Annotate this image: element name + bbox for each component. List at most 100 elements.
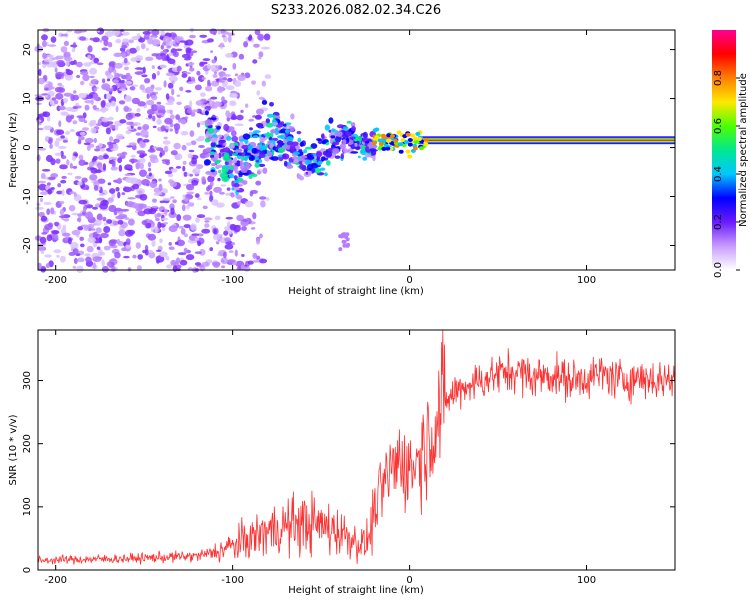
noise-blob: [187, 81, 195, 84]
scatter-blob: [266, 132, 270, 138]
noise-blob: [170, 208, 174, 215]
noise-blob: [124, 174, 131, 176]
noise-blob: [104, 223, 108, 226]
noise-blob: [137, 126, 142, 130]
noise-blob: [234, 225, 241, 232]
noise-blob: [77, 226, 83, 230]
noise-blob: [83, 62, 91, 66]
scatter-blob: [233, 150, 241, 153]
noise-blob: [63, 98, 68, 103]
spectrogram-y-label: Frequency (Hz): [8, 112, 19, 188]
noise-blob: [152, 39, 161, 46]
noise-blob: [113, 79, 119, 83]
noise-blob: [158, 179, 162, 182]
noise-blob: [169, 246, 175, 250]
noise-blob: [51, 36, 57, 43]
noise-blob: [199, 62, 204, 67]
scatter-blob: [211, 163, 215, 166]
noise-blob: [103, 226, 110, 233]
noise-blob: [165, 171, 173, 175]
noise-blob: [261, 47, 270, 50]
noise-blob: [220, 184, 226, 186]
scatter-blob: [272, 122, 278, 125]
noise-blob: [189, 67, 194, 71]
scatter-blob: [297, 131, 302, 134]
noise-blob: [126, 122, 133, 126]
line-blob: [404, 140, 409, 144]
noise-blob: [209, 247, 213, 251]
noise-blob: [115, 63, 123, 69]
line-blob: [372, 141, 377, 145]
noise-blob: [189, 174, 193, 177]
scatter-blob: [218, 170, 221, 173]
noise-blob: [252, 212, 256, 219]
noise-blob: [117, 178, 121, 184]
noise-blob: [222, 74, 231, 77]
scatter-blob: [278, 140, 283, 146]
noise-blob: [252, 253, 257, 259]
noise-blob: [234, 80, 241, 87]
scatter-blob: [371, 150, 376, 156]
noise-blob: [103, 163, 106, 170]
noise-blob: [80, 132, 86, 136]
noise-blob: [140, 142, 146, 149]
noise-blob: [187, 108, 192, 114]
noise-blob: [225, 110, 230, 117]
noise-blob: [181, 119, 187, 124]
scatter-blob: [256, 123, 263, 128]
scatter-blob: [229, 173, 234, 178]
x-tick-label: -200: [44, 275, 67, 286]
noise-blob: [123, 187, 132, 193]
noise-blob: [235, 73, 238, 76]
noise-blob: [259, 259, 267, 264]
noise-blob: [186, 192, 194, 195]
noise-blob: [96, 227, 102, 233]
noise-blob: [181, 131, 189, 136]
scatter-blob: [290, 113, 294, 119]
noise-blob: [136, 108, 140, 112]
colorbar-tick-label: 0.8: [713, 70, 724, 86]
noise-blob: [150, 181, 157, 188]
scatter-blob: [305, 147, 313, 150]
noise-blob: [211, 59, 216, 63]
scatter-blob: [252, 148, 257, 154]
noise-blob: [155, 159, 159, 162]
noise-blob: [151, 240, 155, 247]
noise-blob: [87, 224, 94, 229]
noise-blob: [66, 70, 73, 75]
noise-blob: [161, 218, 168, 221]
noise-blob: [195, 238, 199, 241]
noise-blob: [69, 205, 76, 212]
scatter-blob: [231, 187, 234, 190]
noise-blob: [223, 231, 228, 236]
colorbar-tick-label: 0.0: [713, 262, 724, 278]
noise-blob: [125, 95, 132, 102]
noise-blob: [161, 55, 166, 61]
noise-blob: [203, 206, 208, 210]
noise-blob: [186, 142, 192, 145]
scatter-blob: [343, 126, 349, 131]
noise-blob: [45, 136, 49, 142]
line-blob: [413, 146, 418, 150]
noise-blob: [79, 237, 84, 241]
x-tick-label: 100: [577, 575, 596, 586]
noise-blob: [180, 260, 187, 266]
noise-blob: [225, 244, 234, 250]
scatter-blob: [205, 138, 210, 143]
line-blob: [381, 139, 386, 143]
noise-blob: [213, 74, 218, 78]
scatter-blob: [253, 135, 258, 138]
noise-blob: [124, 81, 133, 85]
line-blob: [413, 136, 418, 140]
noise-blob: [159, 184, 163, 191]
noise-blob: [249, 34, 252, 41]
scatter-blob: [299, 176, 304, 181]
noise-blob: [47, 55, 54, 58]
noise-blob: [170, 196, 174, 199]
y-tick-label: 200: [22, 434, 33, 453]
noise-blob: [113, 53, 122, 58]
scatter-blob: [298, 149, 302, 152]
noise-blob: [126, 49, 131, 56]
noise-blob: [164, 146, 169, 153]
noise-blob: [224, 237, 231, 242]
